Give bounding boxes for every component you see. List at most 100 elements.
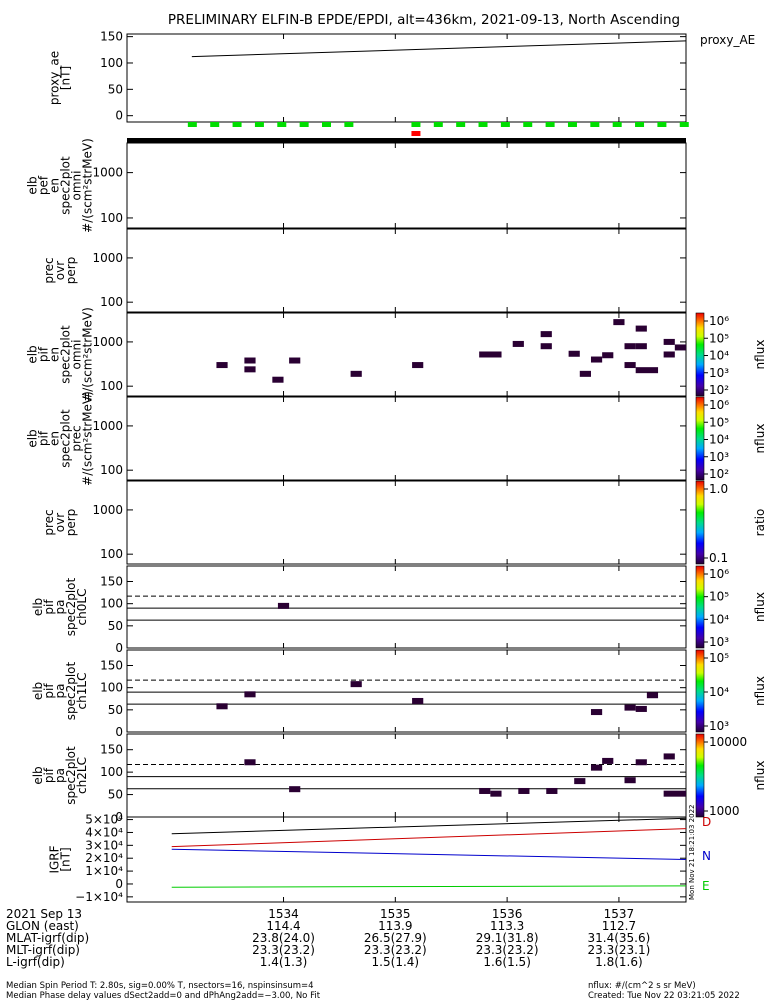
y-tick-label: 100: [100, 56, 123, 70]
y-axis-label-line: elb: [31, 682, 45, 700]
flux-cell: [479, 351, 502, 358]
science-zone-mark: [254, 122, 264, 127]
flux-cell: [244, 759, 256, 766]
y-axis-label-line: #/(scm²strMeV): [81, 307, 95, 402]
colorbar-tick-label: 10³: [709, 366, 729, 380]
flux-cell: [412, 362, 424, 369]
flux-cell: [244, 366, 256, 373]
science-zone-mark: [277, 122, 287, 127]
flux-cell: [540, 343, 552, 350]
colorbar-tick-label: 10⁴: [709, 349, 729, 363]
y-tick-label: 100: [100, 547, 123, 561]
flux-cell: [244, 357, 256, 364]
colorbar-tick-label: 10³: [709, 635, 729, 649]
colorbar-tick-label: 10²: [709, 467, 729, 481]
y-tick-label: 50: [108, 619, 123, 633]
colorbar: 10⁶ 10⁵ 10⁴ 10³ 10² nflux: [695, 396, 767, 481]
panel-frame: [126, 142, 687, 229]
flux-cell: [663, 753, 675, 760]
ephemeris-value: 23.8(24.0): [252, 931, 315, 945]
ephemeris-value: 1536: [492, 907, 523, 921]
science-zone-mark: [232, 122, 242, 127]
colorbar-strip: [695, 733, 705, 818]
y-axis-label: proxy_ae[nT]: [48, 51, 73, 105]
y-tick-label: 50: [108, 703, 123, 717]
y-axis-label-line: prec: [70, 425, 84, 451]
y-tick-label: 1×10⁴: [85, 864, 123, 878]
y-tick-label: 1000: [92, 335, 123, 349]
igrf-series-line: [171, 885, 687, 888]
footer-left-2: Median Phase delay values dSect2add=0 an…: [6, 991, 321, 1000]
flux-cell: [546, 787, 558, 794]
y-tick-label: 150: [100, 575, 123, 589]
flux-cell: [635, 367, 659, 374]
y-tick-label: 50: [108, 82, 123, 96]
flux-cell: [590, 764, 603, 771]
ephemeris-value: 1.5(1.4): [372, 955, 420, 969]
colorbar-tick-label: 10⁵: [709, 331, 729, 345]
flux-cell: [663, 351, 675, 358]
colorbar-tick-label: 10⁵: [709, 590, 729, 604]
panel-proxy_ae: 0 50 100 150 proxy_ae[nT] proxy_AE: [48, 30, 756, 123]
ephemeris-row-label: MLT-igrf(dip): [6, 943, 80, 957]
flux-cell: [479, 787, 491, 794]
colorbar: 1.0 0.1 ratio: [695, 480, 767, 565]
ephemeris-value: 1.6(1.5): [483, 955, 531, 969]
flux-cell: [512, 340, 524, 347]
colorbar-tick-label: 1000: [709, 804, 740, 818]
science-zone-mark: [545, 122, 555, 127]
panel-frame: [126, 565, 687, 649]
y-axis-label-line: pif: [42, 767, 56, 783]
ephemeris-row-label: GLON (east): [6, 919, 79, 933]
colorbar-tick-label: 10²: [709, 383, 729, 397]
flux-cell: [624, 343, 636, 350]
igrf-series-label: N: [702, 849, 711, 863]
flux-cell: [613, 319, 625, 326]
igrf-series-line: [171, 848, 687, 860]
flux-cell: [350, 370, 362, 377]
flux-cell: [568, 350, 580, 357]
flux-cell: [635, 343, 647, 350]
y-tick-label: 0: [115, 109, 123, 123]
y-axis-label-line: spec2plot: [64, 661, 78, 720]
y-axis-label-line: perp: [64, 509, 78, 537]
colorbar-label: nflux: [753, 592, 767, 622]
y-axis-label-line: #/(scm²strMeV): [81, 391, 95, 486]
y-axis-label-line: perp: [64, 257, 78, 285]
colorbar-label: ratio: [753, 509, 767, 537]
flux-cell: [590, 709, 603, 716]
y-axis-label-line: spec2plot: [64, 746, 78, 805]
panel-frame: [126, 33, 687, 123]
flux-cell: [518, 787, 530, 794]
flux-cell: [412, 697, 424, 704]
science-zone-mark: [590, 122, 600, 127]
colorbar: 10⁵ 10⁴ 10³ nflux: [695, 649, 767, 733]
y-tick-label: 150: [100, 30, 123, 44]
panel-pif_en: 1001000elbpifenspec2plotomni#/(scm²strMe…: [26, 307, 687, 402]
y-axis-label-line: elb: [31, 766, 45, 784]
colorbar-tick-label: 1.0: [709, 482, 728, 496]
y-tick-label: −1×10⁴: [75, 890, 123, 904]
y-axis-label-line: [nT]: [59, 847, 73, 871]
colorbar-tick-label: 10⁶: [709, 567, 729, 581]
flux-cell: [579, 370, 591, 377]
science-zone-mark: [411, 122, 421, 127]
science-zone-mark: [322, 122, 332, 127]
y-tick-label: 100: [100, 463, 123, 477]
colorbar-tick-label: 10⁴: [709, 612, 729, 626]
panel-pef_en: 1001000elbpefenspec2plotomni#/(scm²strMe…: [26, 138, 687, 233]
y-axis-label-line: spec2plot: [59, 156, 73, 215]
creation-stamp: Mon Nov 21 18:21:03 2022: [688, 805, 696, 900]
y-axis-label-line: ch1LC: [75, 673, 89, 710]
y-axis-label-line: proxy_ae: [48, 51, 62, 105]
colorbar-label: nflux: [753, 761, 767, 791]
y-tick-label: 4×10⁴: [85, 825, 123, 839]
y-tick-label: 2×10⁴: [85, 851, 123, 865]
colorbar-label: nflux: [753, 340, 767, 370]
